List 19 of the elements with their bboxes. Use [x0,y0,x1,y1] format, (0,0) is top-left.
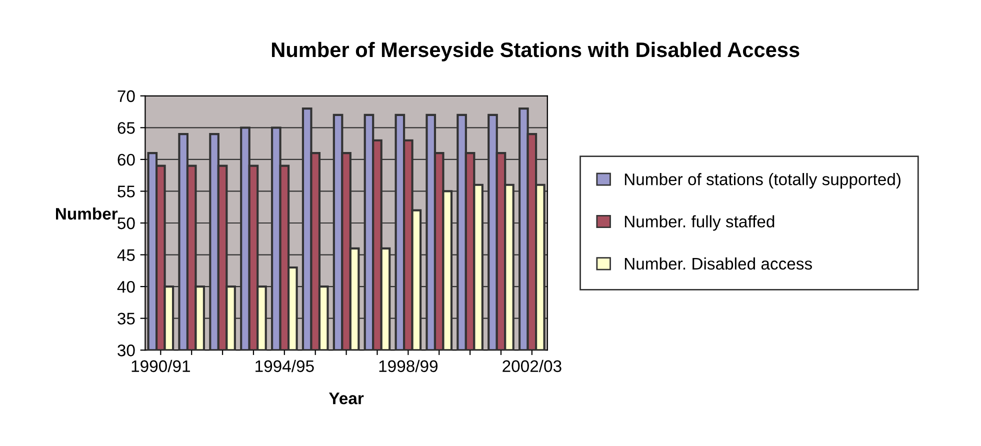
x-tick-label: 1998/99 [379,360,438,372]
y-tick-label: 65 [118,122,135,134]
y-tick-label: 60 [118,154,135,166]
y-tick-label: 55 [118,186,135,198]
y-tick-label: 70 [118,90,135,102]
x-tick-label: 1990/91 [132,360,190,372]
y-tick-label: 50 [118,217,135,230]
y-axis-title: Number [56,207,118,220]
chart-title: Number of Merseyside Stations with Disabled Access [272,42,800,62]
y-tick-label: 45 [117,249,135,261]
x-axis-title: Year [328,392,364,404]
y-tick-label: 40 [117,280,135,293]
legend-label: Number of stations (totally supported) [624,173,900,189]
y-tick-label: 35 [118,312,135,325]
y-tick-label: 30 [118,344,135,356]
legend-label: Number. fully staffed [624,215,774,231]
x-tick-label: 1994/95 [256,360,314,372]
x-tick-label: 2002/03 [502,360,562,372]
legend-label: Number. Disabled access [624,257,812,270]
